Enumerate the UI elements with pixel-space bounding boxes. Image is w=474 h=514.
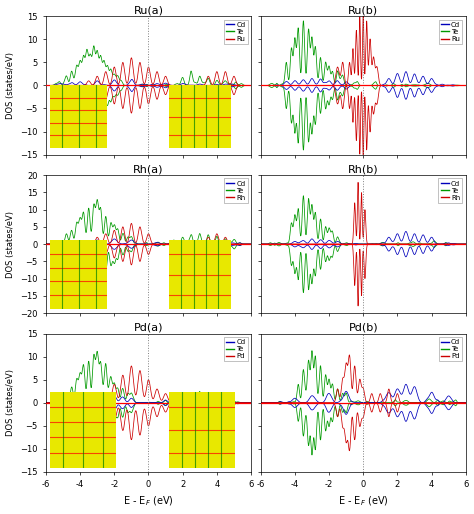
X-axis label: E - E$_F$ (eV): E - E$_F$ (eV) (338, 495, 389, 508)
Legend: Cd, Te, Rh: Cd, Te, Rh (224, 178, 247, 203)
Title: Rh(a): Rh(a) (133, 164, 164, 174)
Title: Ru(b): Ru(b) (348, 6, 378, 15)
Title: Pd(a): Pd(a) (134, 323, 163, 333)
Legend: Cd, Te, Ru: Cd, Te, Ru (438, 20, 462, 44)
Y-axis label: DOS (states/eV): DOS (states/eV) (6, 52, 15, 119)
Legend: Cd, Te, Pd: Cd, Te, Pd (438, 337, 462, 361)
Title: Ru(a): Ru(a) (134, 6, 164, 15)
Legend: Cd, Te, Ru: Cd, Te, Ru (224, 20, 247, 44)
Y-axis label: DOS (states/eV): DOS (states/eV) (6, 370, 15, 436)
X-axis label: E - E$_F$ (eV): E - E$_F$ (eV) (123, 495, 174, 508)
Y-axis label: DOS (states/eV): DOS (states/eV) (6, 211, 15, 278)
Legend: Cd, Te, Rh: Cd, Te, Rh (438, 178, 462, 203)
Title: Rh(b): Rh(b) (348, 164, 379, 174)
Title: Pd(b): Pd(b) (348, 323, 378, 333)
Legend: Cd, Te, Pd: Cd, Te, Pd (224, 337, 247, 361)
